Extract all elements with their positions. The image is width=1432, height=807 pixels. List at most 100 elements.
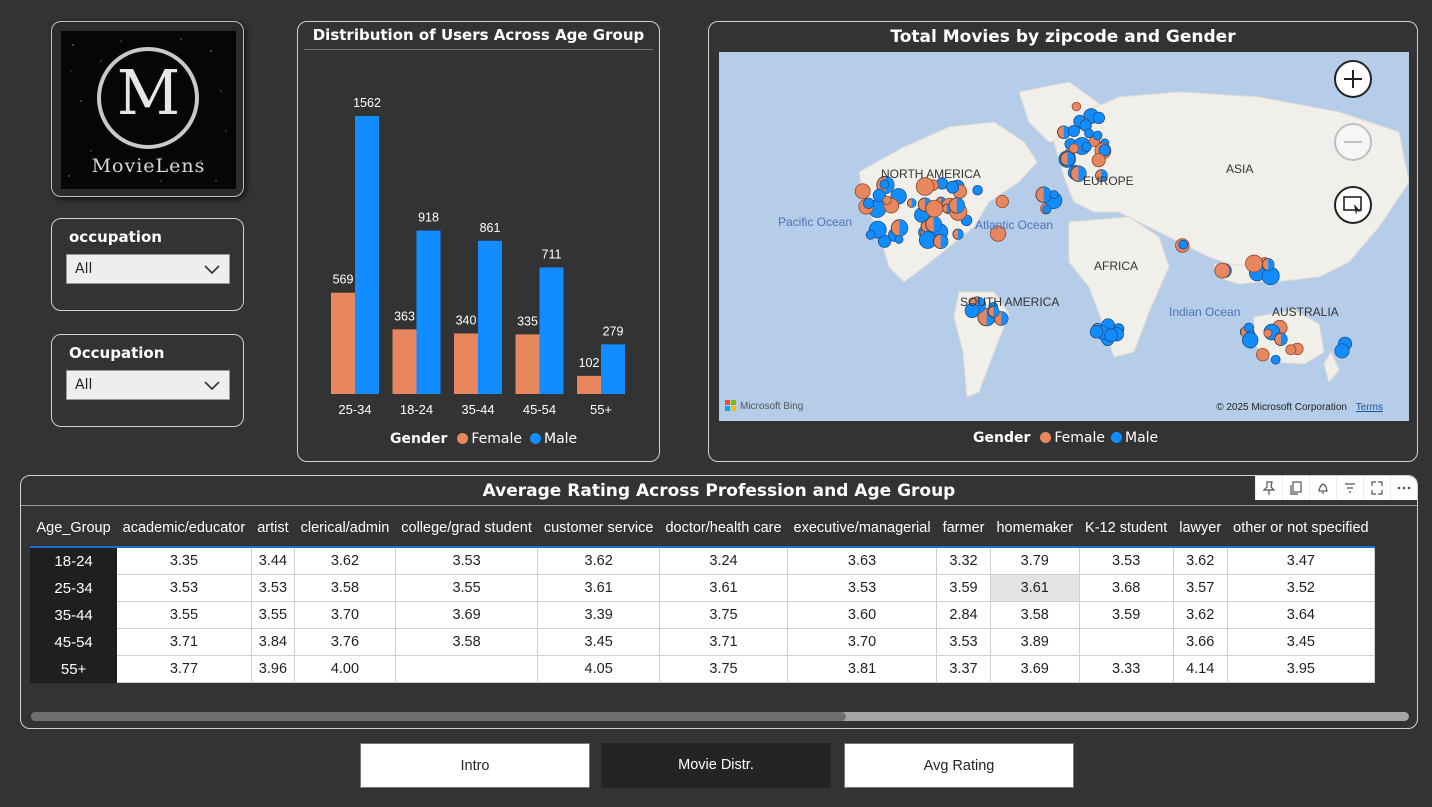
table-cell[interactable]: 3.35 <box>116 546 252 575</box>
table-cell[interactable]: 3.68 <box>1078 574 1174 602</box>
filter-button[interactable] <box>1336 476 1363 500</box>
table-cell[interactable]: 3.63 <box>787 546 938 575</box>
table-cell[interactable]: 3.52 <box>1226 574 1376 602</box>
table-cell[interactable]: 3.62 <box>1172 601 1228 629</box>
row-header[interactable]: 18-24 <box>30 546 118 575</box>
nav-avg-rating-button[interactable]: Avg Rating <box>844 743 1074 788</box>
table-cell[interactable]: 3.45 <box>537 628 660 656</box>
table-cell[interactable]: 3.69 <box>394 601 539 629</box>
table-cell[interactable]: 3.75 <box>658 601 789 629</box>
table-cell[interactable]: 3.71 <box>658 628 789 656</box>
table-cell[interactable]: 3.45 <box>1226 628 1376 656</box>
row-header[interactable]: 55+ <box>30 655 118 683</box>
zoom-in-button[interactable] <box>1334 60 1372 98</box>
legend-male[interactable]: Male <box>1125 430 1159 446</box>
column-header[interactable]: farmer <box>936 509 991 548</box>
column-header[interactable]: executive/managerial <box>787 509 937 548</box>
table-cell[interactable]: 3.37 <box>936 655 991 683</box>
table-cell[interactable]: 4.05 <box>537 655 660 683</box>
table-cell[interactable]: 3.53 <box>936 628 991 656</box>
legend-male[interactable]: Male <box>544 431 578 447</box>
table-cell[interactable]: 3.59 <box>1078 601 1174 629</box>
table-cell[interactable]: 2.84 <box>936 601 991 629</box>
table-cell[interactable]: 3.60 <box>787 601 938 629</box>
table-cell[interactable]: 3.62 <box>537 546 660 575</box>
column-header[interactable]: other or not specified <box>1227 509 1375 548</box>
table-cell[interactable]: 3.55 <box>394 574 539 602</box>
copy-button[interactable] <box>1282 476 1309 500</box>
table-cell[interactable]: 3.81 <box>787 655 938 683</box>
table-cell[interactable]: 3.53 <box>394 546 539 575</box>
nav-intro-button[interactable]: Intro <box>360 743 590 788</box>
table-cell[interactable]: 3.39 <box>537 601 660 629</box>
table-cell[interactable] <box>1078 628 1174 656</box>
select-area-button[interactable] <box>1334 186 1372 224</box>
occupation-dropdown[interactable]: All <box>66 370 230 400</box>
occupation-dropdown[interactable]: All <box>66 254 230 284</box>
table-cell[interactable]: 3.62 <box>294 546 396 575</box>
table-cell[interactable]: 3.24 <box>658 546 789 575</box>
table-cell[interactable]: 3.70 <box>787 628 938 656</box>
table-cell[interactable]: 3.61 <box>658 574 789 602</box>
column-header[interactable]: Age_Group <box>30 509 117 548</box>
more-options-button[interactable] <box>1390 476 1417 500</box>
table-cell[interactable]: 3.69 <box>989 655 1080 683</box>
column-header[interactable]: homemaker <box>990 509 1080 548</box>
table-cell[interactable]: 3.47 <box>1226 546 1376 575</box>
table-cell[interactable] <box>394 655 539 683</box>
table-cell[interactable]: 3.53 <box>116 574 252 602</box>
table-cell[interactable]: 3.77 <box>116 655 252 683</box>
table-cell[interactable]: 3.32 <box>936 546 991 575</box>
table-cell[interactable]: 3.53 <box>1078 546 1174 575</box>
horizontal-scrollbar[interactable] <box>31 712 1409 721</box>
column-header[interactable]: college/grad student <box>395 509 538 548</box>
table-cell[interactable]: 3.53 <box>787 574 938 602</box>
table-cell[interactable]: 3.66 <box>1172 628 1228 656</box>
scrollbar-thumb[interactable] <box>31 712 846 721</box>
table-cell[interactable]: 3.62 <box>1172 546 1228 575</box>
table-cell[interactable]: 3.84 <box>250 628 296 656</box>
table-cell[interactable]: 4.14 <box>1172 655 1228 683</box>
table-cell[interactable]: 3.95 <box>1226 655 1376 683</box>
table-cell[interactable]: 3.33 <box>1078 655 1174 683</box>
legend-female[interactable]: Female <box>1054 430 1105 446</box>
table-cell[interactable]: 3.57 <box>1172 574 1228 602</box>
table-cell[interactable]: 3.76 <box>294 628 396 656</box>
column-header[interactable]: lawyer <box>1173 509 1228 548</box>
table-cell[interactable]: 3.58 <box>394 628 539 656</box>
table-cell[interactable]: 3.64 <box>1226 601 1376 629</box>
table-cell[interactable]: 3.75 <box>658 655 789 683</box>
column-header[interactable]: clerical/admin <box>294 509 396 548</box>
row-header[interactable]: 45-54 <box>30 628 118 656</box>
row-header[interactable]: 35-44 <box>30 601 118 629</box>
column-header[interactable]: academic/educator <box>116 509 252 548</box>
row-header[interactable]: 25-34 <box>30 574 118 602</box>
table-cell[interactable]: 3.61 <box>537 574 660 602</box>
zoom-out-button[interactable] <box>1334 123 1372 161</box>
table-cell[interactable]: 3.53 <box>250 574 296 602</box>
world-map[interactable]: NORTH AMERICA EUROPE ASIA AFRICA SOUTH A… <box>719 52 1409 421</box>
table-cell[interactable]: 3.55 <box>116 601 252 629</box>
table-cell[interactable]: 3.71 <box>116 628 252 656</box>
nav-movie-distr-button[interactable]: Movie Distr. <box>601 743 831 788</box>
table-cell[interactable]: 3.55 <box>250 601 296 629</box>
table-cell[interactable]: 3.44 <box>250 546 296 575</box>
pin-button[interactable] <box>1255 476 1282 500</box>
column-header[interactable]: K-12 student <box>1079 509 1174 548</box>
table-cell[interactable]: 4.00 <box>294 655 396 683</box>
table-cell[interactable]: 3.58 <box>989 601 1080 629</box>
terms-link[interactable]: Terms <box>1355 402 1383 413</box>
column-header[interactable]: artist <box>251 509 295 548</box>
table-cell[interactable]: 3.79 <box>989 546 1080 575</box>
column-header[interactable]: doctor/health care <box>659 509 788 548</box>
table-cell[interactable]: 3.89 <box>989 628 1080 656</box>
column-header[interactable]: customer service <box>537 509 660 548</box>
focus-mode-button[interactable] <box>1363 476 1390 500</box>
table-cell[interactable]: 3.96 <box>250 655 296 683</box>
legend-female[interactable]: Female <box>471 431 522 447</box>
alert-button[interactable] <box>1309 476 1336 500</box>
table-cell[interactable]: 3.70 <box>294 601 396 629</box>
table-cell[interactable]: 3.61 <box>989 574 1080 602</box>
table-cell[interactable]: 3.59 <box>936 574 991 602</box>
table-cell[interactable]: 3.58 <box>294 574 396 602</box>
